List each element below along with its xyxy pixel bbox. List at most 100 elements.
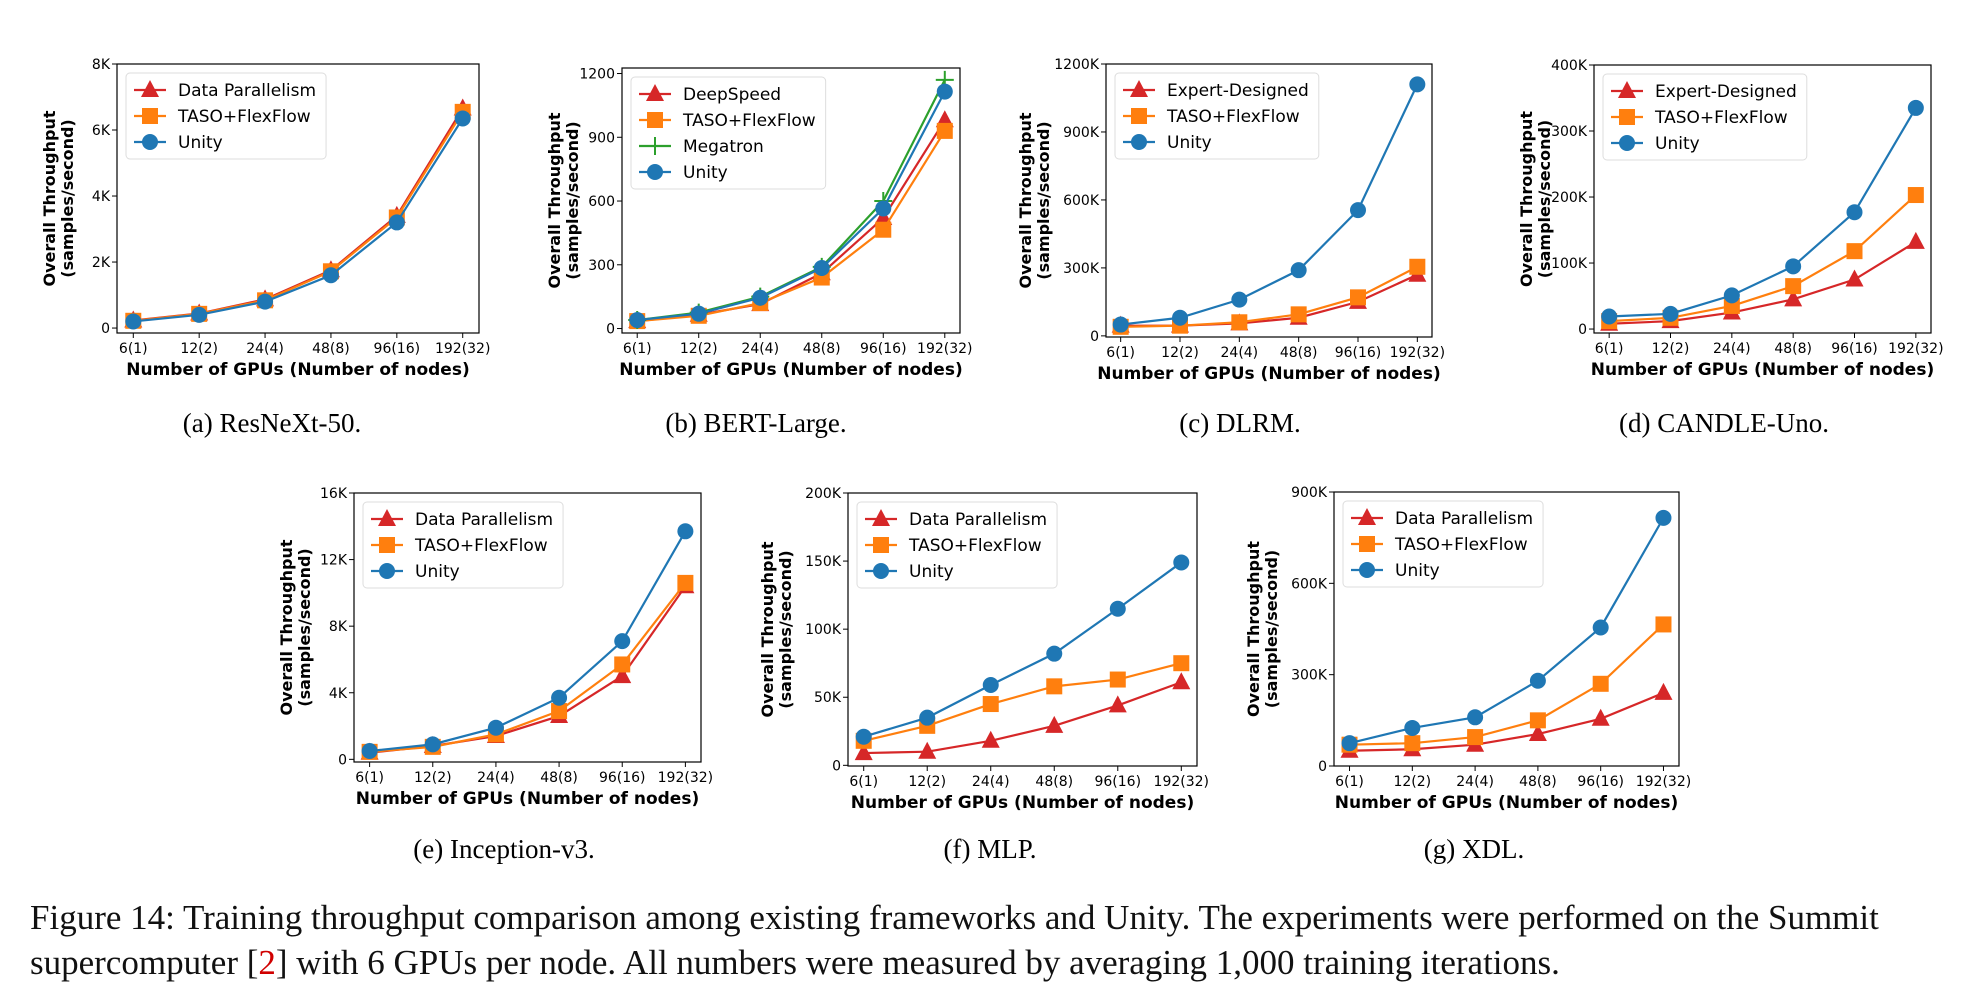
plot-frame	[116, 63, 480, 334]
y-tick-label: 200K	[805, 486, 842, 502]
y-tick-label: 4K	[329, 686, 348, 702]
chart-1: 6(1) 12(2) 24(4) 48(8) 96(16) 192(32) 0 300 600 9…	[545, 67, 973, 438]
x-tick-label: 12(2)	[1652, 341, 1690, 357]
legend-label: TASO+FlexFlow	[1166, 107, 1300, 127]
data-point	[1529, 712, 1546, 729]
series-unity	[855, 554, 1190, 745]
data-point	[875, 200, 892, 217]
data-point	[629, 312, 646, 329]
y-tick-label: 0	[606, 322, 615, 338]
legend-label: TASO+FlexFlow	[1654, 108, 1788, 128]
data-point	[1112, 316, 1129, 333]
x-tick-label: 12(2)	[180, 341, 218, 357]
chart-3: 6(1) 12(2) 24(4) 48(8) 96(16) 192(32) 0 100K 200…	[1517, 58, 1944, 438]
y-tick-label: 1200	[579, 67, 615, 83]
x-tick-label: 192(32)	[917, 341, 972, 357]
legend-box	[1342, 500, 1544, 588]
x-tick-label: 48(8)	[1280, 345, 1318, 361]
data-point	[1723, 287, 1740, 304]
legend-box	[125, 72, 327, 160]
y-tick-label: 300K	[1551, 124, 1588, 140]
data-point	[918, 741, 937, 759]
x-tick-label: 192(32)	[658, 770, 713, 786]
series-expert-designed	[1111, 264, 1427, 333]
citation-link[interactable]: 2	[258, 943, 276, 982]
legend: DeepSpeed TASO+FlexFlow Megatron Unity	[630, 76, 827, 190]
data-point	[1467, 729, 1484, 746]
y-tick-label: 200K	[1551, 190, 1588, 206]
legend-label: TASO+FlexFlow	[177, 107, 311, 127]
y-tick-label: 900	[588, 130, 615, 146]
x-axis-label: Number of GPUs (Number of nodes)	[1335, 793, 1678, 813]
x-tick-label: 12(2)	[908, 774, 946, 790]
y-axis-label-units: (samples/second)	[1262, 550, 1281, 708]
data-point	[361, 743, 378, 760]
plot-frame	[1333, 491, 1680, 767]
series-line	[1609, 107, 1917, 318]
legend-box	[1114, 72, 1320, 160]
data-point	[677, 574, 694, 591]
series-line	[369, 585, 687, 754]
series-line	[863, 681, 1182, 755]
legend-marker-icon	[1619, 135, 1635, 151]
legend: Expert-Designed TASO+FlexFlow Unity	[1602, 73, 1808, 161]
y-tick-label: 1200K	[1054, 57, 1100, 73]
series-unity	[361, 523, 694, 760]
data-point	[1404, 735, 1421, 752]
data-point	[1341, 735, 1358, 752]
data-point	[1592, 675, 1609, 692]
y-axis-label-units: (samples/second)	[563, 121, 582, 279]
legend-label: Data Parallelism	[909, 510, 1047, 530]
legend-box	[856, 501, 1058, 589]
series-line	[637, 130, 946, 323]
data-point	[1046, 645, 1063, 662]
legend-marker-icon	[647, 164, 663, 180]
y-tick-label: 600K	[1063, 193, 1100, 209]
y-tick-label: 16K	[320, 486, 348, 502]
legend-label: Data Parallelism	[1395, 509, 1533, 529]
series-line	[1609, 240, 1917, 325]
y-tick-label: 8K	[92, 57, 111, 73]
subfigure-caption: (g) XDL.	[1424, 834, 1524, 864]
subfigure-caption: (b) BERT-Large.	[665, 408, 846, 438]
subfigure-caption: (d) CANDLE-Uno.	[1619, 408, 1829, 438]
data-point	[1109, 671, 1126, 688]
x-tick-label: 24(4)	[741, 341, 779, 357]
legend-label: Data Parallelism	[415, 510, 553, 530]
y-tick-label: 4K	[92, 189, 111, 205]
x-axis-label: Number of GPUs (Number of nodes)	[356, 789, 699, 809]
x-tick-label: 48(8)	[540, 770, 578, 786]
data-point	[322, 267, 339, 284]
x-tick-label: 6(1)	[119, 341, 148, 357]
data-point	[1290, 306, 1307, 323]
x-tick-label: 6(1)	[1595, 341, 1624, 357]
data-point	[981, 730, 1000, 748]
y-tick-label: 900K	[1291, 485, 1328, 501]
x-tick-label: 96(16)	[1577, 774, 1624, 790]
plot-frame	[621, 67, 961, 334]
legend-marker-icon	[873, 563, 889, 579]
x-tick-label: 96(16)	[1831, 341, 1878, 357]
y-axis-label-units: (samples/second)	[776, 550, 795, 708]
legend: Data Parallelism TASO+FlexFlow Unity	[1342, 500, 1544, 588]
data-point	[1655, 509, 1672, 526]
series-data-parallelism	[854, 672, 1191, 761]
plot-frame	[353, 492, 702, 763]
x-tick-label: 6(1)	[1335, 774, 1364, 790]
legend-label: TASO+FlexFlow	[908, 536, 1042, 556]
data-point	[614, 656, 631, 673]
legend-label: Expert-Designed	[1655, 82, 1797, 102]
y-tick-label: 2K	[92, 255, 111, 271]
legend: Data Parallelism TASO+FlexFlow Unity	[362, 501, 564, 589]
series-line	[1349, 691, 1664, 752]
y-tick-label: 300	[588, 258, 615, 274]
x-tick-label: 12(2)	[1161, 345, 1199, 361]
legend-marker-icon	[646, 137, 664, 155]
legend-marker-icon	[1131, 108, 1147, 124]
legend-marker-icon	[646, 84, 664, 101]
data-point	[191, 306, 208, 323]
data-point	[1109, 600, 1126, 617]
y-tick-label: 600K	[1291, 576, 1328, 592]
data-point	[1907, 187, 1924, 204]
legend-label: Unity	[683, 163, 728, 183]
